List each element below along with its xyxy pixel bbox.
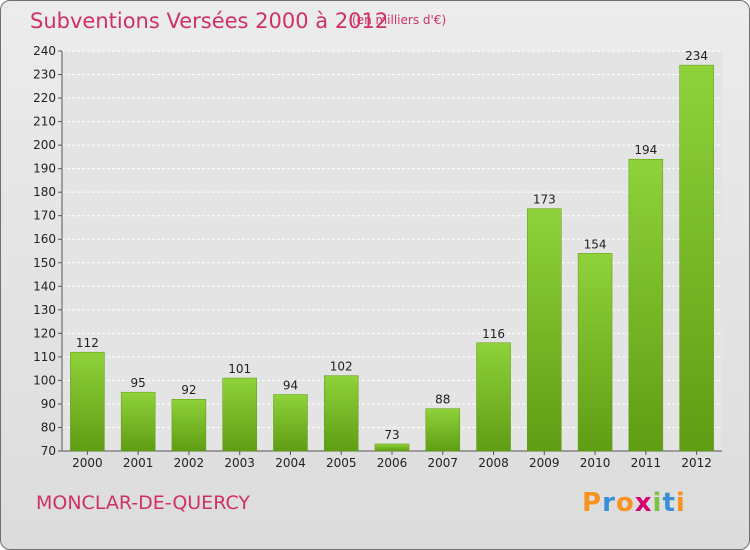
chart-title: Subventions Versées 2000 à 2012 — [30, 9, 389, 33]
bar — [374, 443, 410, 452]
logo-letter: r — [602, 488, 616, 518]
x-tick-label: 2008 — [478, 456, 509, 470]
data-label: 154 — [584, 237, 607, 251]
x-tick-label: 2002 — [174, 456, 205, 470]
bar — [527, 208, 562, 452]
y-tick-label: 190 — [33, 162, 56, 176]
x-tick-label: 2010 — [580, 456, 611, 470]
x-tick-label: 2004 — [275, 456, 306, 470]
y-tick-label: 90 — [41, 397, 56, 411]
data-label: 112 — [76, 336, 99, 350]
bar — [476, 342, 511, 452]
logo-letter: i — [675, 488, 686, 518]
bar — [120, 391, 156, 452]
y-tick-label: 110 — [33, 350, 56, 364]
y-tick-label: 210 — [33, 115, 56, 129]
bar — [628, 158, 664, 452]
bar — [222, 377, 257, 452]
plot-area — [62, 51, 722, 451]
x-tick-label: 2009 — [529, 456, 560, 470]
data-label: 73 — [384, 428, 399, 442]
y-tick-label: 80 — [41, 420, 56, 434]
bar — [679, 64, 714, 452]
bar — [273, 394, 308, 452]
logo-letter: t — [662, 488, 676, 518]
data-label: 95 — [131, 376, 146, 390]
city-name: MONCLAR-DE-QUERCY — [36, 492, 250, 514]
x-tick-label: 2012 — [681, 456, 712, 470]
data-label: 173 — [533, 193, 556, 207]
y-tick-label: 200 — [33, 138, 56, 152]
y-tick-label: 70 — [41, 444, 56, 458]
y-tick-label: 150 — [33, 256, 56, 270]
logo-letter: i — [652, 488, 663, 518]
bar — [577, 253, 613, 452]
x-tick-label: 2006 — [377, 456, 408, 470]
x-tick-label: 2003 — [224, 456, 255, 470]
data-label: 94 — [283, 379, 298, 393]
logo-letter: o — [615, 488, 635, 518]
data-label: 102 — [330, 360, 353, 374]
data-label: 101 — [228, 362, 251, 376]
y-tick-label: 160 — [33, 232, 56, 246]
logo-letter: P — [582, 488, 603, 518]
data-label: 234 — [685, 49, 708, 63]
y-tick-label: 100 — [33, 373, 56, 387]
data-label: 194 — [634, 143, 657, 157]
y-tick-label: 240 — [33, 44, 56, 58]
y-tick-label: 130 — [33, 303, 56, 317]
proxiti-logo: Proxiti — [582, 488, 686, 518]
bar — [425, 408, 461, 452]
bars — [70, 64, 714, 452]
chart-subtitle: (en milliers d'€) — [352, 13, 447, 27]
labels: 112 95 92 101 94 102 73 88 116 173 154 194 234 — [76, 49, 708, 442]
data-label: 116 — [482, 327, 505, 341]
bar — [323, 375, 359, 452]
y-tick-label: 180 — [33, 185, 56, 199]
data-label: 92 — [181, 383, 196, 397]
x-tick-label: 2001 — [123, 456, 154, 470]
x-tick-label: 2011 — [631, 456, 662, 470]
y-tick-label: 230 — [33, 68, 56, 82]
x-tick-label: 2000 — [72, 456, 103, 470]
x-tick-label: 2005 — [326, 456, 357, 470]
bar — [70, 351, 105, 452]
logo-letter: x — [634, 488, 653, 518]
bar — [171, 398, 207, 452]
x-tick-label: 2007 — [427, 456, 458, 470]
y-tick-label: 170 — [33, 209, 56, 223]
y-tick-label: 220 — [33, 91, 56, 105]
y-tick-label: 140 — [33, 279, 56, 293]
y-tick-label: 120 — [33, 326, 56, 340]
data-label: 88 — [435, 393, 450, 407]
grid-lines — [62, 50, 722, 452]
